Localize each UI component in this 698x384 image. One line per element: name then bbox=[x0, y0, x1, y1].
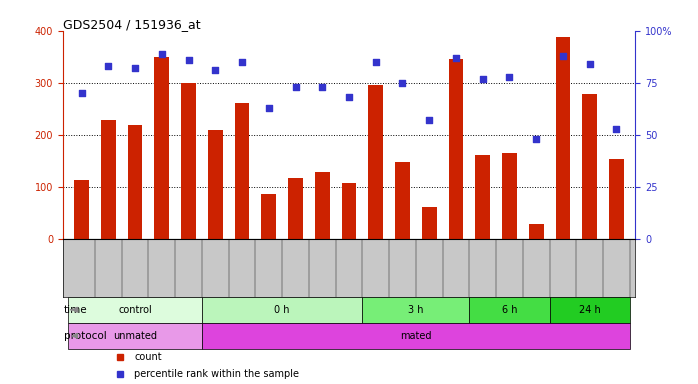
Text: GDS2504 / 151936_at: GDS2504 / 151936_at bbox=[63, 18, 200, 31]
Point bbox=[558, 53, 569, 59]
Bar bbox=[154, 57, 169, 239]
Point bbox=[290, 84, 301, 90]
Bar bbox=[549, 297, 630, 323]
Point bbox=[584, 61, 595, 67]
Point bbox=[504, 74, 515, 80]
Bar bbox=[128, 124, 142, 239]
Bar bbox=[202, 323, 630, 349]
Point bbox=[477, 76, 489, 82]
Bar bbox=[582, 94, 597, 239]
Bar bbox=[395, 162, 410, 239]
Text: count: count bbox=[134, 352, 162, 362]
Bar bbox=[449, 60, 463, 239]
Bar bbox=[202, 297, 362, 323]
Bar bbox=[68, 323, 202, 349]
Text: 3 h: 3 h bbox=[408, 305, 424, 315]
Point bbox=[183, 57, 194, 63]
Bar bbox=[556, 37, 570, 239]
Point bbox=[263, 105, 274, 111]
Bar bbox=[68, 297, 202, 323]
Text: protocol: protocol bbox=[64, 331, 106, 341]
Bar bbox=[422, 207, 436, 239]
Point bbox=[209, 67, 221, 73]
Bar bbox=[502, 153, 517, 239]
Text: unmated: unmated bbox=[113, 331, 157, 341]
Point bbox=[317, 84, 328, 90]
Point bbox=[103, 63, 114, 69]
Bar bbox=[262, 194, 276, 239]
Point bbox=[397, 80, 408, 86]
Bar bbox=[341, 183, 357, 239]
Bar bbox=[101, 121, 116, 239]
Point bbox=[530, 136, 542, 142]
Bar bbox=[369, 86, 383, 239]
Bar bbox=[288, 178, 303, 239]
Bar bbox=[529, 224, 544, 239]
Bar bbox=[315, 172, 329, 239]
Point bbox=[76, 90, 87, 96]
Bar bbox=[475, 155, 490, 239]
Point bbox=[424, 118, 435, 124]
Text: time: time bbox=[64, 305, 87, 315]
Bar bbox=[469, 297, 549, 323]
Text: 24 h: 24 h bbox=[579, 305, 600, 315]
Text: 6 h: 6 h bbox=[502, 305, 517, 315]
Point bbox=[450, 55, 461, 61]
Point bbox=[611, 126, 622, 132]
Bar bbox=[362, 297, 469, 323]
Point bbox=[343, 94, 355, 101]
Text: percentile rank within the sample: percentile rank within the sample bbox=[134, 369, 299, 379]
Bar bbox=[235, 103, 249, 239]
Point bbox=[237, 59, 248, 65]
Point bbox=[156, 51, 168, 57]
Point bbox=[370, 59, 381, 65]
Text: 0 h: 0 h bbox=[274, 305, 290, 315]
Bar bbox=[74, 180, 89, 239]
Text: control: control bbox=[118, 305, 152, 315]
Bar bbox=[208, 130, 223, 239]
Point bbox=[129, 65, 140, 71]
Text: mated: mated bbox=[400, 331, 431, 341]
Bar bbox=[609, 159, 624, 239]
Bar bbox=[181, 83, 196, 239]
